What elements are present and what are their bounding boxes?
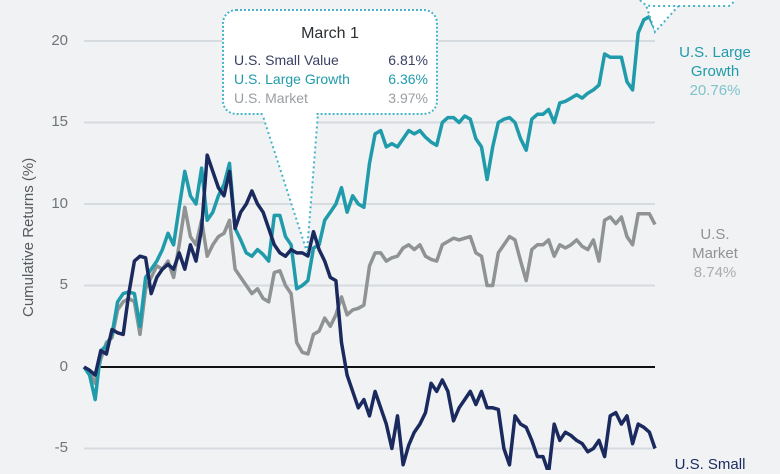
end-label-line1: U.S. Small — [674, 456, 746, 473]
callout-value: 6.81% — [388, 52, 428, 68]
end-label-value: 20.76% — [689, 82, 741, 99]
y-tick-neg5: -5 — [54, 439, 68, 456]
series-u-s-small-value — [83, 153, 657, 470]
callout-row-market: U.S. Market 3.97% — [234, 90, 428, 106]
series-lines — [82, 14, 657, 470]
callout-title: March 1 — [301, 25, 359, 42]
callout-row-large-growth: U.S. Large Growth 6.36% — [234, 71, 428, 87]
callout-value: 6.36% — [388, 71, 428, 87]
series-u-s-market — [82, 205, 657, 386]
y-tick-5: 5 — [59, 276, 68, 293]
callout-pointer — [260, 112, 320, 253]
callout-right-box-edge — [639, 0, 735, 7]
y-tick-20: 20 — [51, 32, 68, 49]
series-u-s-large-growth — [82, 14, 657, 402]
y-axis-label-wrap: Cumulative Returns (%) — [0, 158, 100, 317]
end-label-line2: Growth — [690, 63, 740, 80]
y-tick-15: 15 — [51, 113, 68, 130]
end-label-line1: U.S. Large — [679, 44, 751, 61]
callout-label: U.S. Market — [234, 90, 308, 106]
callout-label: U.S. Large Growth — [234, 71, 350, 87]
callout-label: U.S. Small Value — [234, 52, 339, 68]
end-label-value: 8.74% — [693, 264, 737, 281]
tooltip-callout: March 1 U.S. Small Value 6.81% U.S. Larg… — [222, 9, 438, 115]
callout-row-small-value: U.S. Small Value 6.81% — [234, 52, 428, 68]
end-label-large-growth: U.S. Large Growth 20.76% — [660, 43, 770, 100]
y-tick-10: 10 — [51, 195, 68, 212]
end-label-market: U.S. Market 8.74% — [660, 225, 770, 282]
end-label-line2: Market — [692, 245, 738, 262]
end-label-small-value: U.S. Small — [655, 455, 765, 474]
callout-pointer-join — [264, 111, 316, 117]
callout-value: 3.97% — [388, 90, 428, 106]
y-tick-0: 0 — [59, 358, 68, 375]
end-label-line1: U.S. — [700, 226, 730, 243]
